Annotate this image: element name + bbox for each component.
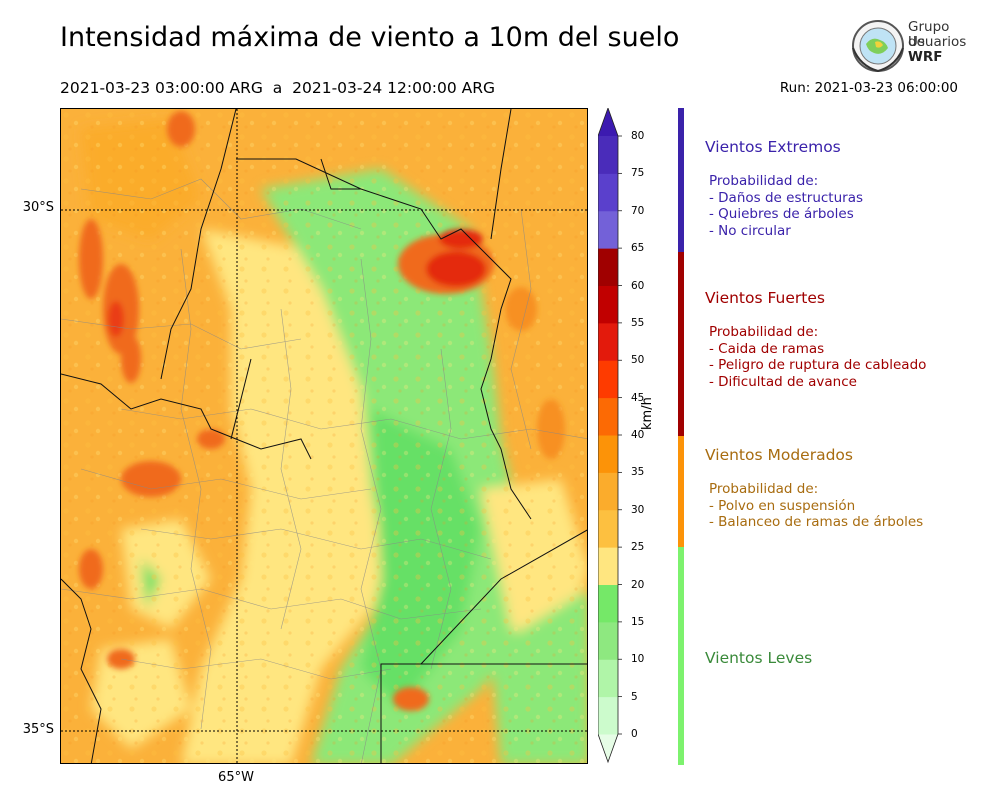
colorbar-tick-label: 25 — [631, 541, 645, 554]
category-leves: Vientos Leves — [705, 649, 812, 667]
category-details: Probabilidad de: - Polvo en suspensión -… — [705, 481, 923, 531]
category-fuertes: Vientos Fuertes Probabilidad de: - Caida… — [705, 289, 926, 390]
category-details: Probabilidad de: - Daños de estructuras … — [705, 173, 863, 239]
colorbar-tick-label: 35 — [631, 466, 645, 479]
colorbar-tick-label: 70 — [631, 204, 645, 217]
risk-item: - Caida de ramas — [709, 340, 825, 357]
colorbar-cell — [598, 360, 618, 399]
colorbar-tick-label: 0 — [631, 728, 638, 740]
category-title: Vientos Extremos — [705, 138, 841, 156]
colorbar-tick-label: 50 — [631, 354, 645, 367]
globe-logo-icon — [852, 20, 904, 73]
colorbar-extend-high — [598, 108, 618, 136]
colorbar-cell — [598, 472, 618, 511]
probability-label: Probabilidad de: — [709, 481, 819, 497]
wrf-logo: Grupo de Usuarios WRF — [850, 18, 970, 74]
colorbar-cell — [598, 621, 618, 660]
colorbar-tick-label: 10 — [631, 653, 645, 666]
colorbar-cell — [598, 659, 618, 698]
colorbar-tick-label: 45 — [631, 391, 645, 404]
probability-label: Probabilidad de: — [709, 173, 819, 189]
graticule — [61, 109, 587, 763]
wind-map — [60, 108, 588, 764]
colorbar-cell — [598, 136, 618, 174]
colorbar-units: km/h — [640, 397, 655, 430]
logo-line-3: WRF — [908, 49, 943, 65]
colorbar-tick-label: 20 — [631, 578, 645, 591]
risk-item: - Peligro de ruptura de cableado — [709, 357, 927, 373]
risk-item: - Daños de estructuras — [709, 189, 864, 206]
lat-label-30s: 30°S — [22, 200, 54, 215]
colorbar-tick-label: 30 — [631, 503, 645, 516]
side-bar-extremos — [678, 108, 684, 252]
colorbar-tick-label: 55 — [631, 316, 645, 329]
risk-item: - Dificultad de avance — [709, 373, 857, 390]
category-title: Vientos Fuertes — [705, 289, 825, 307]
logo-line-2: Usuarios — [908, 34, 967, 50]
colorbar-tick-label: 65 — [631, 242, 645, 255]
logo-line-1: Grupo de — [908, 19, 950, 50]
category-extremos: Vientos Extremos Probabilidad de: - Daño… — [705, 138, 863, 239]
colorbar-tick-label: 5 — [631, 690, 638, 703]
lat-label-35s: 35°S — [22, 722, 54, 737]
forecast-period: 2021-03-23 03:00:00 ARG a 2021-03-24 12:… — [60, 79, 496, 97]
colorbar-cell — [598, 285, 618, 324]
side-bar-fuertes — [678, 252, 684, 436]
risk-item: - Quiebres de árboles — [709, 206, 854, 222]
category-details: Probabilidad de: - Caida de ramas - Peli… — [705, 324, 926, 390]
page-title: Intensidad máxima de viento a 10m del su… — [60, 22, 680, 53]
colorbar-cell — [598, 696, 618, 735]
wind-field — [61, 109, 587, 763]
colorbar-cell — [598, 584, 618, 623]
colorbar-tick-label: 80 — [631, 130, 645, 142]
category-title: Vientos Leves — [705, 649, 813, 667]
colorbar — [598, 108, 622, 764]
colorbar-cell — [598, 210, 618, 249]
colorbar-cell — [598, 397, 618, 436]
side-bar-leves — [678, 547, 684, 765]
colorbar-cell — [598, 435, 618, 473]
colorbar-tick-label: 15 — [631, 615, 645, 628]
risk-item: - Balanceo de ramas de árboles — [709, 514, 924, 530]
colorbar-cell — [598, 509, 618, 548]
colorbar-tick-label: 75 — [631, 167, 645, 180]
risk-item: - No circular — [709, 222, 791, 239]
lon-label-65w: 65°W — [218, 770, 254, 785]
colorbar-tick-label: 40 — [631, 429, 645, 441]
colorbar-cell — [598, 173, 618, 212]
colorbar-cell — [598, 547, 618, 585]
colorbar-cell — [598, 248, 618, 286]
side-bar-moderados — [678, 436, 684, 547]
colorbar-extend-low — [598, 734, 618, 762]
risk-item: - Polvo en suspensión — [709, 497, 856, 514]
probability-label: Probabilidad de: — [709, 324, 819, 340]
run-time: Run: 2021-03-23 06:00:00 — [779, 80, 958, 96]
colorbar-tick-label: 60 — [631, 279, 645, 292]
colorbar-cell — [598, 322, 618, 361]
category-moderados: Vientos Moderados Probabilidad de: - Pol… — [705, 446, 923, 531]
category-title: Vientos Moderados — [705, 446, 853, 464]
